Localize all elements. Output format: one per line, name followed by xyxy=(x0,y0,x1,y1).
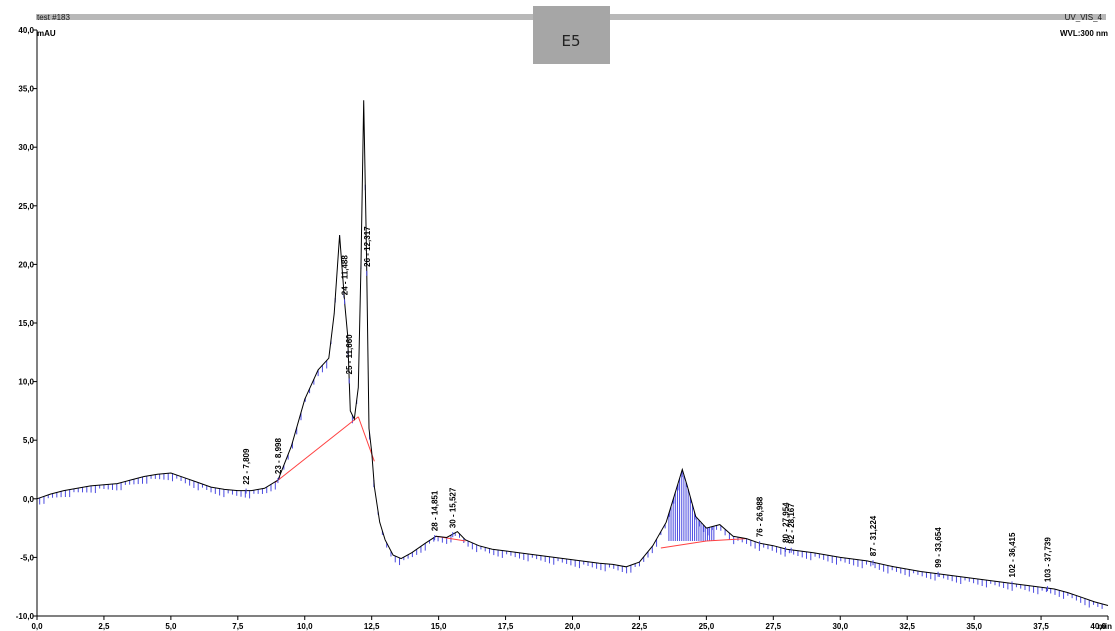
x-tick-label: 32,5 xyxy=(899,622,915,631)
integration-baseline xyxy=(274,416,747,549)
y-tick-label: 15,0 xyxy=(18,319,34,328)
peak-label: 82 - 28,167 xyxy=(787,503,796,544)
peak-label: 30 - 15,527 xyxy=(449,487,458,528)
x-tick-label: 0,0 xyxy=(31,622,43,631)
x-unit-label: min xyxy=(1098,622,1112,631)
peak-label: 102 - 36,415 xyxy=(1008,532,1017,577)
y-tick-label: 30,0 xyxy=(18,143,34,152)
y-tick-label: 35,0 xyxy=(18,85,34,94)
peak-label: 99 - 33,654 xyxy=(934,527,943,568)
peak-label: 24 - 11,488 xyxy=(341,255,350,296)
x-tick-label: 10,0 xyxy=(297,622,313,631)
y-tick-label: -5,0 xyxy=(20,553,34,562)
x-tick-label: 22,5 xyxy=(632,622,648,631)
baseline-segment xyxy=(706,538,747,542)
peak-label: 87 - 31,224 xyxy=(869,515,878,556)
x-tick-label: 5,0 xyxy=(165,622,177,631)
x-tick-label: 7,5 xyxy=(232,622,244,631)
y-unit-label: mAU xyxy=(37,29,56,38)
peak-label: 76 - 26,988 xyxy=(756,496,765,537)
peak-label: 25 - 11,660 xyxy=(345,334,354,375)
peak-label: 23 - 8,998 xyxy=(274,438,283,475)
peak-label: 26 - 12,317 xyxy=(363,226,372,267)
peak-labels: 24 - 11,488 25 - 11,660 26 - 12,317 22 - 7,… xyxy=(242,226,1052,592)
peak-label: 103 - 37,739 xyxy=(1043,537,1052,582)
x-tick-label: 12,5 xyxy=(364,622,380,631)
x-tick-label: 40,0 xyxy=(1090,622,1106,631)
integration-hatches xyxy=(39,184,1103,609)
x-tick-label: 2,5 xyxy=(98,622,110,631)
y-tick-label: 5,0 xyxy=(23,436,35,445)
y-tick-label: 10,0 xyxy=(18,378,34,387)
x-tick-label: 25,0 xyxy=(699,622,715,631)
x-ticks: 0,0 2,5 5,0 7,5 10,0 12,5 15,0 17,5 20,0 22,5 25,0… xyxy=(31,616,1109,631)
x-tick-label: 37,5 xyxy=(1033,622,1049,631)
sample-badge-label: E5 xyxy=(561,32,580,50)
y-tick-label: 25,0 xyxy=(18,202,34,211)
y-tick-label: 20,0 xyxy=(18,260,34,269)
wavelength-label: WVL:300 nm xyxy=(1060,29,1108,38)
peak-label: 80 - 27,954 xyxy=(781,502,790,543)
header-right-label: UV_VIS_4 xyxy=(1065,13,1103,22)
x-tick-label: 30,0 xyxy=(832,622,848,631)
baseline-segment xyxy=(274,416,359,483)
y-tick-label: 40,0 xyxy=(18,26,34,35)
sample-badge xyxy=(533,6,610,64)
chromatogram-trace xyxy=(36,100,1109,606)
y-tick-label: -10,0 xyxy=(16,612,35,621)
x-tick-label: 20,0 xyxy=(565,622,581,631)
y-tick-label: 0,0 xyxy=(23,495,35,504)
peak-label: 22 - 7,809 xyxy=(242,448,251,485)
trace-layer xyxy=(36,100,1109,606)
x-tick-label: 15,0 xyxy=(431,622,447,631)
peak-label: 28 - 14,851 xyxy=(431,490,440,531)
x-tick-label: 17,5 xyxy=(498,622,514,631)
y-ticks: -10,0 -5,0 0,0 5,0 10,0 15,0 20,0 25,0 30,0 35,0 4… xyxy=(16,26,37,621)
x-tick-label: 35,0 xyxy=(966,622,982,631)
baseline-segment xyxy=(660,540,707,549)
x-tick-label: 27,5 xyxy=(766,622,782,631)
header-left-label: test #183 xyxy=(37,13,70,22)
